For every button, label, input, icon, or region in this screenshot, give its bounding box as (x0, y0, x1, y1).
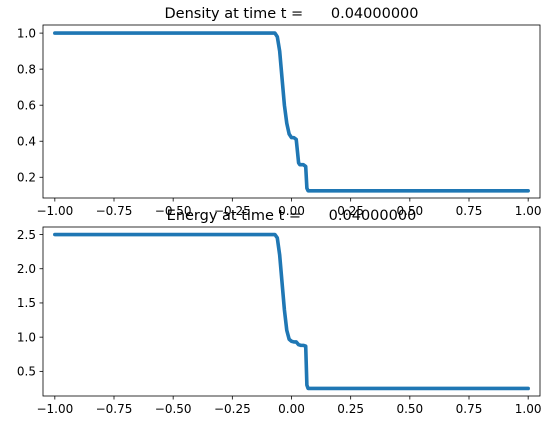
density-x-tick-label: −0.75 (96, 204, 133, 218)
energy-x-tick-label: −0.75 (96, 402, 133, 416)
density-y-tick-label: 0.4 (17, 135, 36, 149)
density-subplot: −1.00 −0.75 −0.50 −0.25 0.00 0.25 0.50 0.75 1.00… (17, 6, 542, 218)
density-x-tick-label: 0.00 (278, 204, 305, 218)
energy-title: Energy at time t = 0.04000000 (167, 208, 417, 224)
density-series-line (53, 31, 530, 193)
energy-x-tick-label: −0.50 (155, 402, 192, 416)
density-x-tick-label: 0.25 (337, 204, 364, 218)
density-x-tick-label: 1.00 (515, 204, 542, 218)
energy-y-tick-label: 1.5 (17, 296, 36, 310)
energy-x-tick-label: 0.25 (337, 402, 364, 416)
density-title: Density at time t = 0.04000000 (164, 6, 418, 22)
energy-y-tick-label: 0.5 (17, 365, 36, 379)
density-y-tick-label: 0.8 (17, 62, 36, 76)
density-x-tick-label: −0.25 (214, 204, 251, 218)
density-y-tick-label: 1.0 (17, 26, 36, 40)
energy-y-tick-label: 2.5 (17, 228, 36, 242)
energy-x-tick-label: 1.00 (515, 402, 542, 416)
energy-series-line (53, 232, 530, 391)
energy-x-tick-label: 0.50 (396, 402, 423, 416)
density-x-tick-label: −1.00 (36, 204, 73, 218)
energy-x-tick-label: 0.00 (278, 402, 305, 416)
density-axes-frame (42, 24, 541, 199)
density-x-tick-label: 0.75 (456, 204, 483, 218)
energy-subplot: −1.00 −0.75 −0.50 −0.25 0.00 0.25 0.50 0.75 1.00… (17, 208, 542, 416)
energy-x-tick-label: −1.00 (36, 402, 73, 416)
energy-x-tick-label: −0.25 (214, 402, 251, 416)
energy-y-tick-label: 2.0 (17, 262, 36, 276)
energy-x-tick-label: 0.75 (456, 402, 483, 416)
density-y-tick-label: 0.6 (17, 98, 36, 112)
energy-axes-frame (42, 226, 541, 397)
density-y-tick-label: 0.2 (17, 171, 36, 185)
energy-y-tick-label: 1.0 (17, 330, 36, 344)
density-x-tick-label: −0.50 (155, 204, 192, 218)
density-x-tick-label: 0.50 (396, 204, 423, 218)
